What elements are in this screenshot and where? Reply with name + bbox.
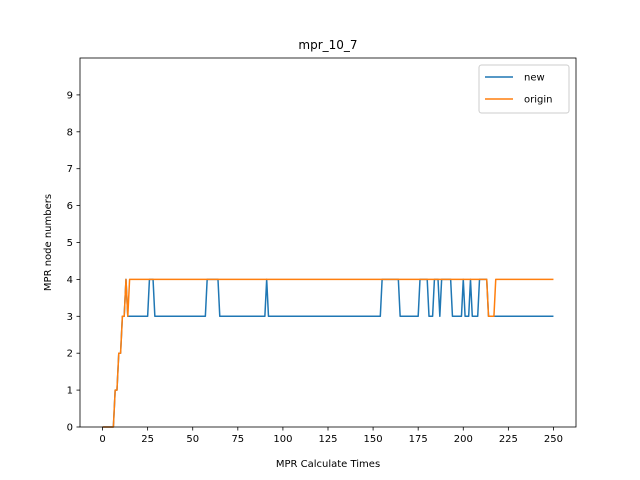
x-tick-label: 75 bbox=[231, 434, 244, 445]
x-axis-ticks: 0 25 50 75 100 125 150 175 200 225 250 bbox=[99, 427, 563, 445]
x-tick-label: 225 bbox=[499, 434, 518, 445]
y-tick-label: 4 bbox=[67, 275, 73, 286]
y-tick-label: 2 bbox=[67, 349, 73, 360]
x-tick-label: 175 bbox=[409, 434, 428, 445]
x-tick-label: 150 bbox=[364, 434, 383, 445]
x-tick-label: 0 bbox=[99, 434, 105, 445]
series-lines bbox=[102, 278, 554, 428]
legend-label-origin: origin bbox=[524, 95, 552, 106]
y-tick-label: 0 bbox=[67, 423, 73, 434]
y-axis-ticks: 0 1 2 3 4 5 6 7 8 9 bbox=[67, 90, 80, 434]
y-tick-label: 1 bbox=[67, 386, 73, 397]
x-tick-label: 250 bbox=[544, 434, 563, 445]
y-tick-label: 6 bbox=[67, 201, 73, 212]
x-tick-label: 25 bbox=[141, 434, 154, 445]
legend: new origin bbox=[478, 64, 570, 114]
x-tick-label: 125 bbox=[318, 434, 337, 445]
y-tick-label: 8 bbox=[67, 127, 73, 138]
series-line-origin bbox=[102, 278, 554, 428]
y-axis-label: MPR node numbers bbox=[43, 194, 54, 291]
x-tick-label: 50 bbox=[186, 434, 199, 445]
legend-label-new: new bbox=[524, 73, 545, 84]
x-tick-label: 200 bbox=[454, 434, 473, 445]
y-tick-label: 7 bbox=[67, 164, 73, 175]
x-tick-label: 100 bbox=[273, 434, 292, 445]
x-axis-label: MPR Calculate Times bbox=[276, 459, 380, 470]
y-tick-label: 3 bbox=[67, 312, 73, 323]
y-tick-label: 5 bbox=[67, 238, 73, 249]
chart-title: mpr_10_7 bbox=[298, 38, 357, 52]
y-tick-label: 9 bbox=[67, 90, 73, 101]
